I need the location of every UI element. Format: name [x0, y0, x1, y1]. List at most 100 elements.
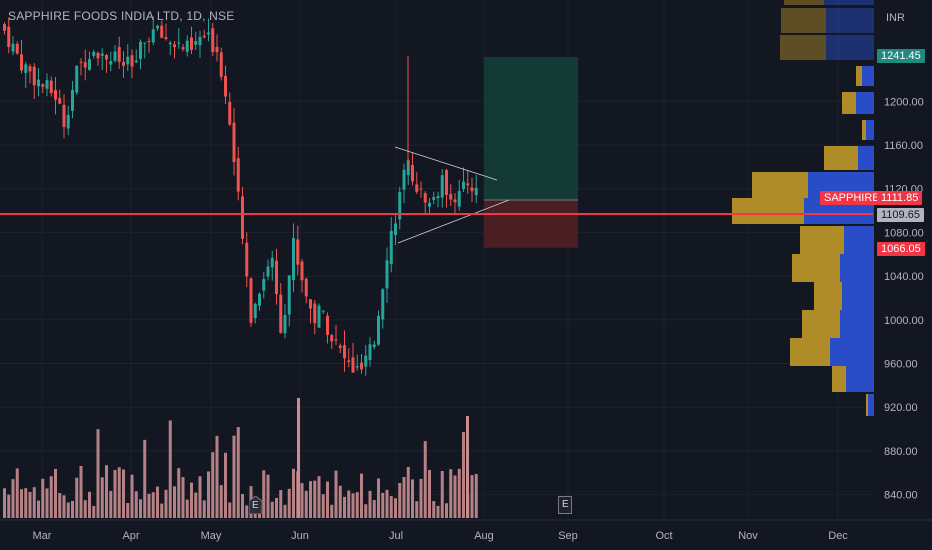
volume-bar	[92, 505, 96, 518]
profile-row-down	[814, 282, 842, 310]
month-label: Jun	[291, 530, 309, 542]
candle-body	[253, 303, 257, 319]
volume-bar	[83, 500, 87, 518]
candle-body	[266, 266, 270, 277]
candle-body	[185, 40, 189, 52]
volume-bar	[377, 478, 380, 518]
candle-body	[440, 175, 444, 198]
profile-row-up	[866, 120, 874, 140]
candle-body	[207, 32, 210, 35]
month-label: Mar	[33, 530, 52, 542]
candle-body	[224, 75, 227, 97]
month-label: May	[201, 530, 222, 542]
price-tick-label: 880.00	[884, 446, 918, 458]
candle-body	[83, 62, 87, 68]
candle-body	[402, 169, 406, 190]
volume-bar	[457, 468, 461, 518]
candle-body	[88, 59, 91, 70]
target-price-tag: 1241.45	[877, 49, 925, 63]
profile-row-down	[752, 172, 808, 198]
time-axis: Mar Apr May Jun Jul Aug Sep Oct Nov Dec	[0, 519, 932, 550]
candle-body	[300, 261, 304, 281]
candle-body	[232, 122, 236, 163]
candle-body	[134, 60, 138, 63]
volume-bar	[96, 429, 100, 518]
volume-bar	[287, 488, 291, 518]
candle-body	[372, 344, 376, 348]
candle-body	[122, 61, 125, 66]
candle-body	[317, 305, 321, 328]
volume-bar	[360, 473, 363, 518]
volume-bar	[228, 502, 232, 518]
candle-body	[75, 65, 79, 93]
volume-bar	[224, 452, 227, 518]
earnings-marker-aug[interactable]: E	[558, 496, 572, 514]
volume-bar	[411, 479, 414, 518]
earnings-marker-may[interactable]: E	[248, 495, 263, 515]
candle-body	[453, 199, 457, 203]
volume-bar	[177, 468, 181, 518]
candle-body	[411, 165, 414, 182]
candle-body	[168, 42, 172, 45]
candle-body	[211, 28, 215, 53]
volume-bar	[389, 496, 393, 518]
volume-bar	[202, 500, 206, 518]
volume-bar	[105, 465, 108, 518]
candle-body	[462, 181, 465, 190]
volume-bar	[71, 500, 74, 518]
volume-bar	[304, 490, 308, 518]
candle-body	[3, 24, 6, 31]
candle-body	[160, 25, 164, 38]
candle-body	[343, 345, 346, 359]
candle-body	[419, 188, 423, 190]
profile-row-down	[800, 226, 844, 254]
profile-row-up	[826, 35, 874, 60]
volume-bar	[147, 493, 151, 518]
volume-bar	[300, 483, 304, 518]
candle-body	[143, 42, 147, 44]
long-position-tool[interactable]	[484, 57, 578, 248]
volume-bar	[309, 481, 312, 518]
triangle-pattern-drawing[interactable]	[394, 146, 510, 244]
volume-bar	[207, 471, 210, 518]
month-label: Aug	[474, 530, 494, 542]
profile-row-down	[832, 366, 846, 392]
price-tick-label: 1000.00	[884, 315, 924, 327]
volume-bar	[3, 488, 6, 518]
volume-bar	[241, 494, 244, 518]
price-axis-bg	[874, 0, 932, 520]
profile-row-up	[840, 310, 874, 338]
profile-row-down	[792, 254, 840, 282]
price-tick-label: 960.00	[884, 359, 918, 371]
month-label: Oct	[655, 530, 672, 542]
candle-body	[177, 42, 181, 44]
candle-body	[389, 230, 393, 265]
profile-row-up	[826, 8, 874, 33]
candle-body	[432, 197, 436, 200]
volume-bars	[3, 398, 478, 518]
candle-body	[283, 315, 287, 334]
volume-bar	[134, 491, 138, 518]
volume-bar	[262, 470, 266, 518]
profile-row-down	[790, 338, 830, 366]
profile-row-up	[824, 0, 874, 5]
loss-zone	[484, 200, 578, 248]
profile-row-down	[732, 198, 804, 224]
volume-bar	[156, 486, 159, 518]
volume-bar	[58, 493, 62, 518]
candle-body	[381, 289, 385, 320]
volume-bar	[419, 478, 423, 518]
volume-profile	[732, 0, 874, 416]
volume-bar	[275, 497, 278, 518]
candle-body	[15, 43, 19, 54]
volume-bar	[385, 489, 389, 518]
profile-row-down	[781, 8, 826, 33]
candle-body	[258, 293, 261, 306]
price-tick-label: 1080.00	[884, 227, 924, 239]
volume-bar	[321, 494, 325, 518]
volume-bar	[219, 485, 223, 518]
profile-row-down	[856, 66, 862, 86]
candle-body	[100, 53, 104, 56]
candle-body	[194, 41, 198, 45]
